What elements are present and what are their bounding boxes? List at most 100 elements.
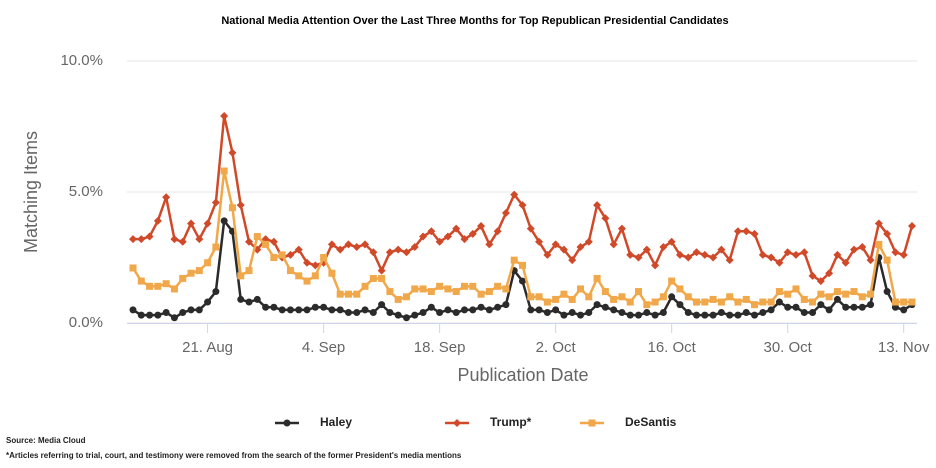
point [278,306,286,314]
point [519,261,526,269]
point [784,290,792,298]
point [610,295,618,303]
point [643,301,651,309]
point [262,240,270,248]
point [601,288,609,296]
point [204,259,212,267]
source-note: Source: Media Cloud [6,436,86,445]
point [344,290,352,298]
point [858,293,866,301]
point [651,311,659,319]
point [402,293,410,301]
point [767,306,775,314]
y-tick-label: 5.0% [69,183,103,200]
x-tick-label: 21. Aug [182,339,233,356]
point [551,240,560,249]
point [717,298,725,306]
point [262,303,270,311]
point [146,282,154,290]
point [701,311,709,319]
y-axis-title: Matching Items [21,131,41,253]
point [775,288,783,296]
point [369,274,377,282]
point [833,250,842,259]
point [510,190,519,199]
point [684,309,692,317]
point [759,298,767,306]
point [717,245,726,254]
point [245,237,254,246]
point [784,303,792,311]
point [543,298,551,306]
point [808,271,817,280]
point [286,250,295,259]
y-tick-label: 10.0% [60,52,103,69]
point [336,306,344,314]
point [858,243,867,252]
point [361,282,369,290]
point [725,256,734,265]
point [709,295,717,303]
point [791,250,800,259]
legend-label: DeSantis [625,415,677,429]
point [303,306,311,314]
y-tick-label: 0.0% [69,314,103,331]
point [559,245,568,254]
point [187,269,195,277]
point [543,250,552,259]
point [560,290,568,298]
point [195,306,203,314]
point [485,288,493,296]
point [494,282,502,290]
point [460,235,469,244]
point [577,285,585,293]
point [178,237,187,246]
point [336,290,344,298]
point [328,269,336,277]
point [270,303,278,311]
point [460,282,468,290]
point [427,303,435,311]
point [485,306,493,314]
point [618,293,626,301]
point [866,256,875,265]
point [701,298,709,306]
point [311,272,319,280]
point [593,201,602,210]
point [809,309,817,317]
x-tick-label: 16. Oct [647,339,696,356]
point [269,237,278,246]
point [502,301,510,309]
point [676,285,684,293]
point [320,254,328,261]
point [568,309,576,317]
point [817,290,825,298]
point [734,311,742,319]
point [518,201,527,210]
point [659,243,668,252]
point [452,224,461,233]
point [485,240,494,249]
point [684,253,693,262]
point [311,303,319,311]
point [601,303,609,311]
point [129,306,137,314]
point [369,309,377,317]
point [402,314,410,322]
point [320,303,328,311]
point [742,227,751,236]
point [419,309,427,317]
point [411,311,419,319]
point [154,282,162,290]
point [874,219,883,228]
point [270,254,278,261]
point [709,253,718,262]
point [767,298,775,306]
point [327,240,336,249]
point [792,285,800,293]
point [344,240,353,249]
point [469,306,477,314]
point [792,303,800,311]
legend-symbol [588,419,596,427]
point [501,208,510,217]
